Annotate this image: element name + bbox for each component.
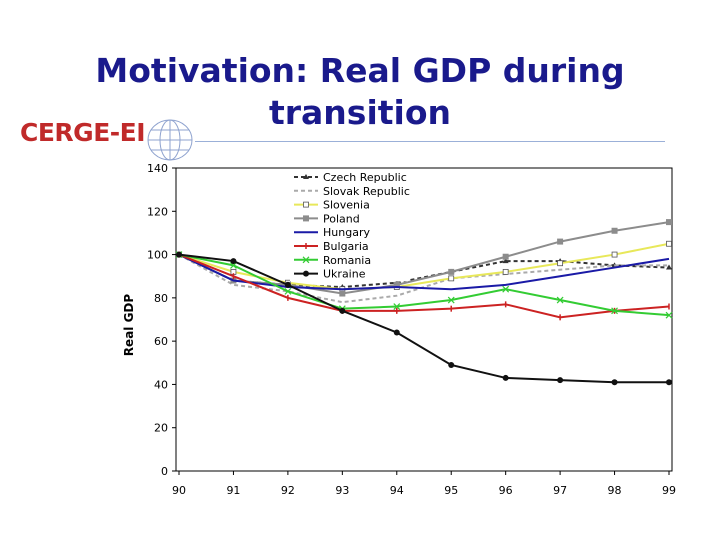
series-romania (175, 251, 673, 319)
series-line-ukraine (178, 253, 669, 384)
x-tick-label-97: 97 (553, 484, 567, 497)
series-ukraine (176, 251, 672, 386)
data-point-ukraine-92 (284, 281, 291, 288)
slide-title: Motivation: Real GDP during transition (60, 50, 660, 134)
data-point-romania-95 (447, 296, 455, 304)
data-point-slovenia-95 (448, 275, 455, 282)
data-point-romania-96 (502, 285, 510, 293)
legend-label-czech-republic: Czech Republic (323, 171, 407, 184)
series-line-hungary (178, 253, 670, 291)
chart-ticks: 0 20 40 60 80 100 120 140 90 91 92 93 94 95 96 97 98 99 (147, 162, 676, 497)
series-line-slovak-republic (178, 253, 669, 304)
data-point-slovenia-98 (611, 251, 618, 258)
chart-series (175, 219, 673, 386)
y-tick-label-60: 60 (154, 335, 168, 348)
data-point-poland-95 (448, 268, 455, 275)
legend-label-slovak-republic: Slovak Republic (323, 185, 410, 198)
data-point-romania-99 (665, 311, 673, 319)
data-point-ukraine-90 (176, 251, 182, 258)
y-tick-label-80: 80 (154, 292, 168, 305)
legend-marker-romania (302, 256, 310, 264)
data-point-romania-92 (284, 287, 292, 295)
legend-marker-ukraine (303, 270, 309, 277)
legend-marker-poland (303, 215, 309, 222)
data-point-czech-republic-99 (666, 264, 672, 270)
x-tick-label-95: 95 (444, 484, 458, 497)
y-tick-label-100: 100 (147, 249, 168, 262)
x-tick-label-98: 98 (608, 484, 622, 497)
data-point-poland-94 (393, 281, 400, 288)
legend-marker-czech-republic (303, 174, 309, 179)
data-point-ukraine-98 (611, 379, 618, 386)
y-tick-label-120: 120 (147, 205, 168, 218)
legend-label-poland: Poland (323, 212, 360, 225)
data-point-romania-94 (393, 303, 401, 310)
data-point-romania-91 (230, 261, 237, 269)
data-point-ukraine-99 (666, 379, 672, 386)
y-tick-label-140: 140 (147, 162, 168, 175)
legend-label-slovenia: Slovenia (323, 199, 370, 212)
x-tick-label-93: 93 (335, 484, 349, 497)
legend-label-romania: Romania (323, 254, 371, 267)
series-line-romania (178, 253, 670, 317)
y-tick-label-0: 0 (161, 465, 168, 478)
x-tick-label-90: 90 (172, 484, 186, 497)
slide-title-line2: transition (268, 93, 451, 132)
data-point-ukraine-91 (230, 258, 237, 265)
data-point-poland-97 (557, 238, 564, 245)
data-point-ukraine-97 (557, 377, 564, 384)
plot-area (175, 167, 673, 472)
data-point-poland-93 (339, 290, 346, 297)
data-point-romania-98 (611, 307, 618, 315)
data-point-ukraine-96 (502, 374, 509, 381)
data-point-ukraine-93 (339, 307, 346, 314)
legend-box (290, 169, 408, 282)
x-tick-label-94: 94 (390, 484, 404, 497)
series-line-bulgaria (178, 253, 670, 319)
data-point-slovenia-99 (666, 240, 672, 247)
data-point-ukraine-94 (393, 329, 400, 336)
series-slovak-republic (178, 253, 669, 304)
x-tick-label-96: 96 (499, 484, 513, 497)
x-tick-label-99: 99 (662, 484, 676, 497)
data-point-czech-republic-96 (502, 258, 509, 264)
y-tick-label-20: 20 (154, 422, 168, 435)
series-line-poland (178, 221, 670, 295)
cerge-ei-logo: CERGE-EI (20, 108, 195, 166)
y-axis-label: Real GDP (122, 294, 136, 357)
chart-axes (175, 167, 673, 472)
title-rule (195, 141, 665, 142)
data-point-romania-97 (556, 296, 564, 304)
data-point-poland-99 (666, 219, 672, 226)
globe-icon (147, 119, 193, 161)
data-point-poland-98 (611, 227, 618, 234)
legend-label-ukraine: Ukraine (323, 268, 366, 281)
series-bulgaria (178, 251, 670, 321)
legend-label-hungary: Hungary (323, 226, 370, 239)
legend-label-bulgaria: Bulgaria (323, 240, 369, 253)
x-tick-label-91: 91 (226, 484, 240, 497)
data-point-poland-96 (502, 253, 509, 260)
data-point-slovenia-96 (502, 268, 509, 275)
data-point-slovenia-97 (557, 260, 564, 267)
slide-title-line1: Motivation: Real GDP during (95, 51, 625, 90)
logo-text: CERGE-EI (20, 118, 146, 147)
x-tick-label-92: 92 (281, 484, 295, 497)
series-hungary (178, 253, 670, 291)
data-point-ukraine-95 (448, 361, 455, 368)
legend-marker-slovenia (303, 201, 309, 208)
y-tick-label-40: 40 (154, 378, 168, 391)
